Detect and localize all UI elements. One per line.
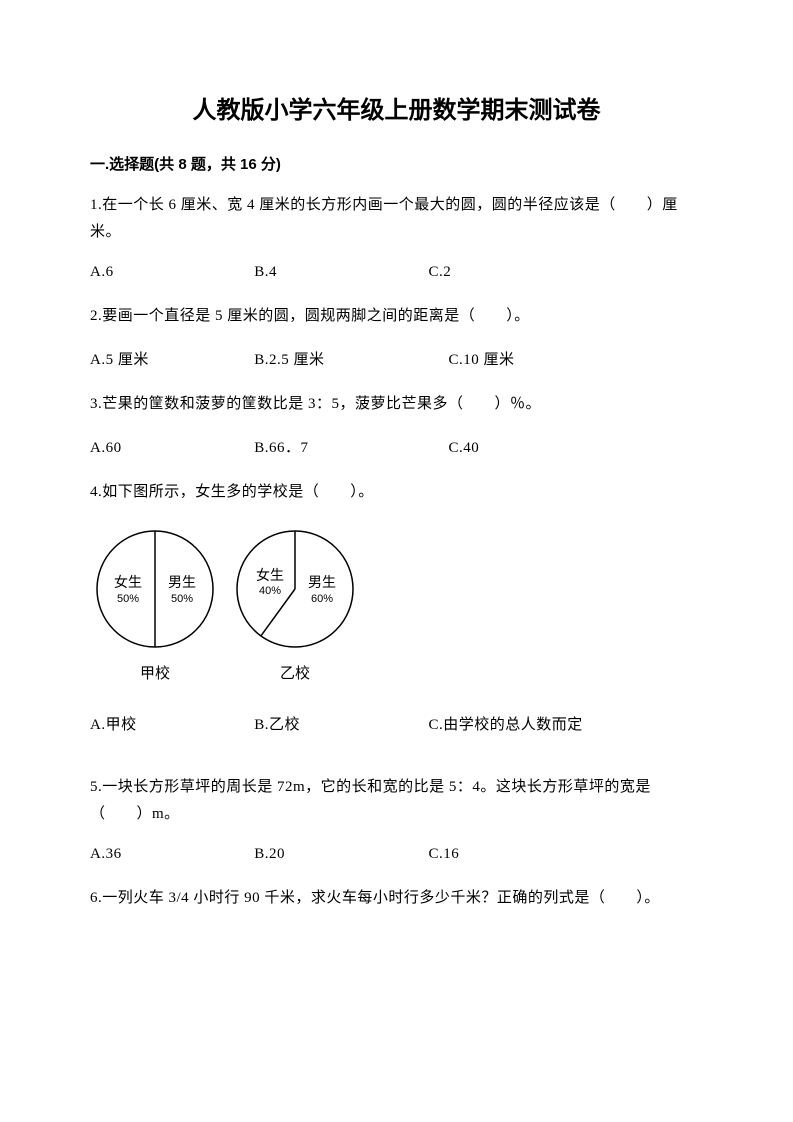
- q1-opt-c: C.2: [429, 264, 452, 281]
- question-1: 1.在一个长 6 厘米、宽 4 厘米的长方形内画一个最大的圆，圆的半径应该是（ …: [90, 192, 703, 246]
- q2-opt-c: C.10 厘米: [449, 348, 515, 369]
- question-4: 4.如下图所示，女生多的学校是（ ）。: [90, 479, 703, 506]
- section-1-header: 一.选择题(共 8 题，共 16 分): [90, 153, 703, 174]
- pie-chart-a-block: 女生 50% 男生 50% 甲校: [90, 524, 220, 683]
- question-1-options: A.6 B.4 C.2: [90, 264, 703, 281]
- exam-page: 人教版小学六年级上册数学期末测试卷 一.选择题(共 8 题，共 16 分) 1.…: [0, 0, 793, 1122]
- question-6: 6.一列火车 3/4 小时行 90 千米，求火车每小时行多少千米？正确的列式是（…: [90, 885, 703, 912]
- q5-opt-b: B.20: [254, 846, 424, 863]
- pie-b-left-label: 女生: [256, 567, 284, 584]
- q2-opt-a: A.5 厘米: [90, 348, 250, 369]
- q3-opt-a: A.60: [90, 440, 250, 457]
- question-4-options: A.甲校 B.乙校 C.由学校的总人数而定: [90, 713, 703, 734]
- pie-b-right-label: 男生: [308, 575, 336, 591]
- question-3-options: A.60 B.66．7 C.40: [90, 436, 703, 457]
- pie-b-right-pct: 60%: [311, 593, 333, 605]
- q2-opt-b: B.2.5 厘米: [254, 348, 444, 369]
- q4-opt-c: C.由学校的总人数而定: [429, 713, 583, 734]
- pie-charts-row: 女生 50% 男生 50% 甲校 女生 40% 男生 60% 乙校: [90, 524, 703, 683]
- pie-chart-a: 女生 50% 男生 50%: [90, 524, 220, 654]
- pie-a-right-label: 男生: [168, 575, 196, 591]
- question-5: 5.一块长方形草坪的周长是 72m，它的长和宽的比是 5：4。这块长方形草坪的宽…: [90, 774, 703, 828]
- pie-a-left-pct: 50%: [117, 593, 139, 605]
- pie-chart-b-block: 女生 40% 男生 60% 乙校: [230, 524, 360, 683]
- q1-opt-a: A.6: [90, 264, 250, 281]
- pie-a-caption: 甲校: [140, 662, 170, 683]
- q3-opt-c: C.40: [449, 440, 480, 457]
- q5-opt-a: A.36: [90, 846, 250, 863]
- q4-opt-b: B.乙校: [254, 713, 424, 734]
- pie-a-left-label: 女生: [114, 574, 142, 591]
- question-5-options: A.36 B.20 C.16: [90, 846, 703, 863]
- pie-b-caption: 乙校: [280, 662, 310, 683]
- q5-opt-c: C.16: [429, 846, 460, 863]
- question-2: 2.要画一个直径是 5 厘米的圆，圆规两脚之间的距离是（ ）。: [90, 303, 703, 330]
- question-3: 3.芒果的筐数和菠萝的筐数比是 3：5，菠萝比芒果多（ ）％。: [90, 391, 703, 418]
- pie-chart-b: 女生 40% 男生 60%: [230, 524, 360, 654]
- pie-a-right-pct: 50%: [171, 593, 193, 605]
- page-title: 人教版小学六年级上册数学期末测试卷: [90, 90, 703, 125]
- q1-opt-b: B.4: [254, 264, 424, 281]
- pie-b-left-pct: 40%: [259, 585, 281, 597]
- question-2-options: A.5 厘米 B.2.5 厘米 C.10 厘米: [90, 348, 703, 369]
- q4-opt-a: A.甲校: [90, 713, 250, 734]
- q3-opt-b: B.66．7: [254, 436, 444, 457]
